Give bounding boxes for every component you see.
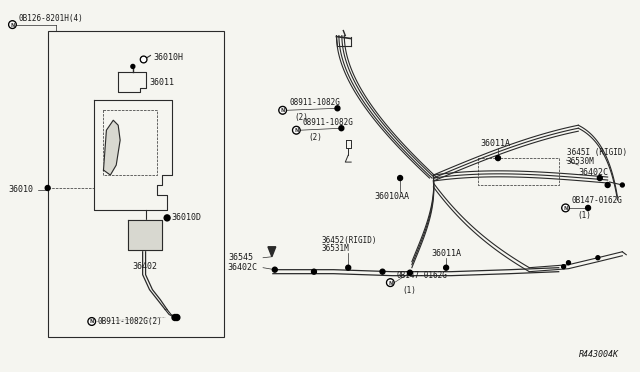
Text: 08911-1082G: 08911-1082G: [289, 98, 340, 107]
Bar: [48, 31, 224, 337]
Text: N: N: [388, 280, 392, 286]
Circle shape: [278, 106, 287, 114]
Polygon shape: [128, 220, 162, 250]
Circle shape: [335, 106, 340, 111]
Circle shape: [387, 279, 394, 286]
Text: 36402C: 36402C: [579, 168, 608, 177]
Text: 36402C: 36402C: [228, 263, 258, 272]
Text: N: N: [10, 23, 15, 28]
Text: N: N: [294, 128, 298, 133]
Text: 36010: 36010: [8, 186, 33, 195]
Circle shape: [597, 176, 602, 180]
Circle shape: [164, 215, 170, 221]
Text: 3645I (RIGID): 3645I (RIGID): [566, 148, 627, 157]
Text: N: N: [90, 320, 94, 324]
Circle shape: [346, 265, 351, 270]
Circle shape: [562, 265, 566, 269]
Circle shape: [563, 205, 568, 211]
Circle shape: [90, 319, 94, 324]
Circle shape: [45, 186, 50, 190]
Circle shape: [312, 269, 316, 274]
Text: 36011A: 36011A: [481, 139, 510, 148]
Polygon shape: [104, 120, 120, 175]
Circle shape: [444, 265, 449, 270]
Text: 36452(RIGID): 36452(RIGID): [322, 236, 378, 245]
Circle shape: [605, 183, 610, 187]
Circle shape: [388, 280, 393, 285]
Circle shape: [562, 204, 570, 212]
Text: 36402: 36402: [133, 262, 158, 271]
Text: (2): (2): [294, 113, 308, 122]
Text: (1): (1): [577, 211, 591, 220]
Polygon shape: [268, 247, 276, 257]
Text: (1): (1): [402, 286, 416, 295]
Circle shape: [273, 267, 277, 272]
Text: N: N: [280, 108, 285, 113]
Circle shape: [10, 22, 15, 27]
Circle shape: [141, 58, 145, 61]
Circle shape: [172, 314, 178, 321]
Text: 36010H: 36010H: [154, 53, 184, 62]
Circle shape: [620, 183, 624, 187]
Text: R443004K: R443004K: [579, 350, 620, 359]
Text: 36011A: 36011A: [431, 249, 461, 258]
Text: 36545: 36545: [228, 253, 253, 262]
Text: 0B126-8201H(4): 0B126-8201H(4): [19, 14, 83, 23]
Circle shape: [397, 176, 403, 180]
Circle shape: [294, 128, 299, 133]
Text: 08911-1082G: 08911-1082G: [302, 118, 353, 127]
Text: (2): (2): [308, 133, 322, 142]
Text: 36010AA: 36010AA: [374, 192, 410, 201]
Text: 0B911-1082G(2): 0B911-1082G(2): [98, 317, 163, 326]
Circle shape: [566, 261, 570, 265]
Circle shape: [280, 108, 285, 113]
Circle shape: [339, 126, 344, 131]
Circle shape: [131, 64, 135, 68]
Text: 36530M: 36530M: [566, 157, 595, 166]
Text: 36011: 36011: [150, 78, 175, 87]
Circle shape: [8, 20, 17, 29]
Text: 0B147-0162G: 0B147-0162G: [396, 271, 447, 280]
Text: N: N: [563, 206, 568, 211]
Circle shape: [380, 269, 385, 274]
Text: 36010D: 36010D: [171, 214, 201, 222]
Circle shape: [408, 270, 412, 275]
Circle shape: [140, 56, 147, 63]
Text: 0B147-0162G: 0B147-0162G: [572, 196, 622, 205]
Circle shape: [292, 126, 300, 134]
Circle shape: [495, 155, 500, 161]
Text: 36531M: 36531M: [322, 244, 349, 253]
Circle shape: [88, 318, 95, 326]
Circle shape: [596, 256, 600, 260]
Circle shape: [174, 314, 180, 321]
Circle shape: [586, 205, 591, 211]
